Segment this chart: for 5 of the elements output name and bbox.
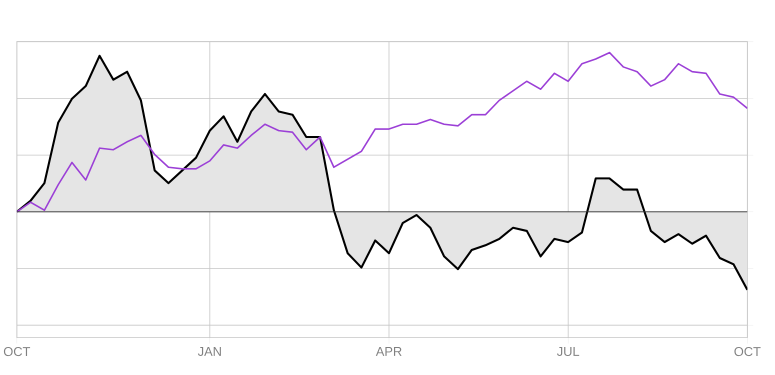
x-tick-label: OCT xyxy=(4,346,30,356)
x-tick-label: JUL xyxy=(556,346,580,356)
x-tick-label: APR xyxy=(376,346,402,356)
x-tick-label: OCT xyxy=(734,346,761,356)
x-tick-label: JAN xyxy=(198,346,221,356)
